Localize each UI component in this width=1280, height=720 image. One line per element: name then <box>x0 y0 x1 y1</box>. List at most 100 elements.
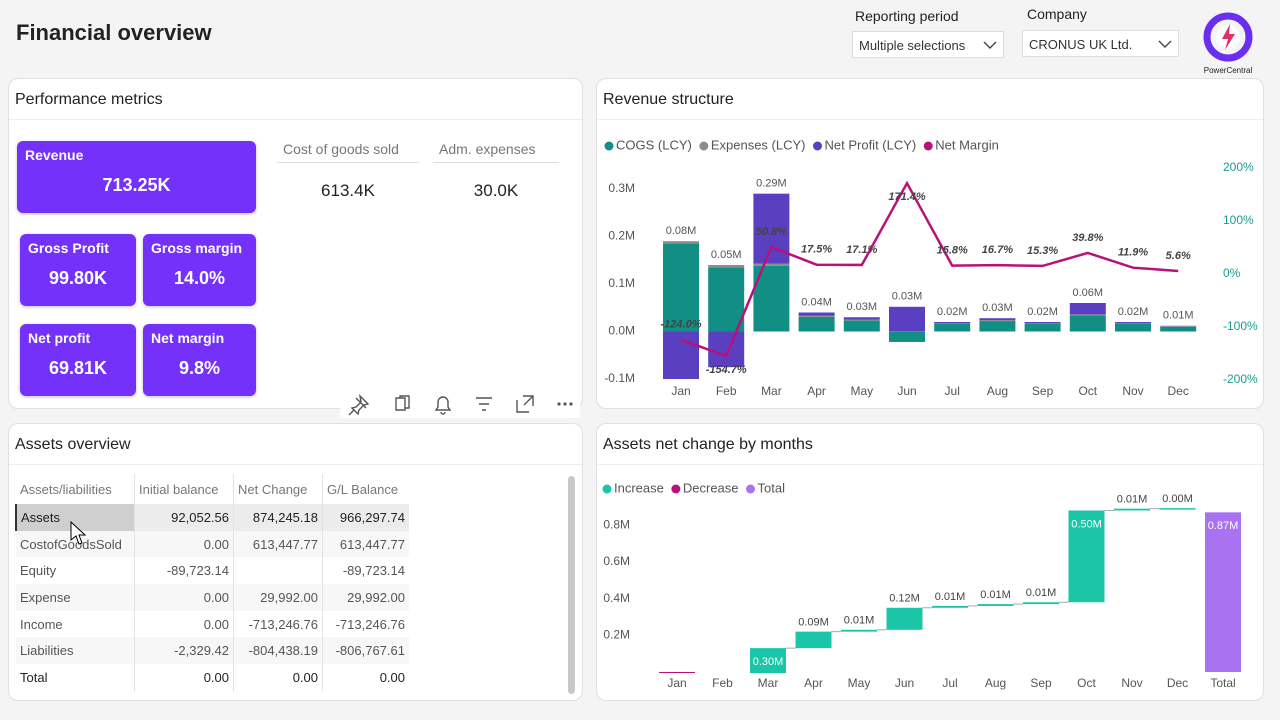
stat-value: 613.4K <box>321 181 375 200</box>
cell-value: -89,723.14 <box>134 557 234 585</box>
bar-segment <box>663 241 699 244</box>
y-tick-label: -0.1M <box>604 371 635 385</box>
data-label: -154.7% <box>706 364 747 376</box>
toolbar-bg <box>340 392 580 418</box>
chevron <box>1158 40 1172 48</box>
net-change-card: Assets net change by months Increase Decr… <box>596 423 1264 701</box>
data-label: 17.1% <box>846 244 877 256</box>
y-tick-label: 0.6M <box>603 554 630 568</box>
bar-segment <box>708 267 745 332</box>
bar-segment <box>843 317 880 320</box>
filter-value: Multiple selections <box>859 38 966 53</box>
x-tick-label: Sep <box>1032 384 1054 398</box>
x-tick-label: Mar <box>761 384 782 398</box>
bar-segment <box>1069 314 1106 316</box>
legend-swatch <box>602 484 612 494</box>
legend-label: Decrease <box>683 480 739 495</box>
card-title: Assets overview <box>15 436 131 453</box>
mouse-cursor <box>70 521 87 545</box>
kpi-value: 69.81K <box>48 358 108 378</box>
legend-label: Total <box>758 480 786 495</box>
cell-label: Expense <box>20 589 71 605</box>
legend-swatch <box>604 141 614 151</box>
y2-tick-label: 100% <box>1223 213 1254 227</box>
filter-label: Reporting period <box>855 8 959 24</box>
filter-label: Company <box>1027 6 1087 22</box>
bar-segment <box>1115 322 1151 323</box>
bar-segment <box>934 322 971 324</box>
filter-dropdown[interactable]: CRONUS UK Ltd. <box>1022 30 1179 57</box>
bar-segment <box>1069 302 1106 315</box>
table-row: Liabilities -2,329.42 -804,438.19 -806,767.… <box>16 637 409 665</box>
kpi-value: 9.8% <box>178 358 221 378</box>
total-label: 0.05M <box>711 249 742 261</box>
y-tick-label: 0.8M <box>603 517 630 531</box>
data-label: 39.8% <box>1072 232 1103 244</box>
cell-value <box>233 557 323 585</box>
kpi-value: 713.25K <box>102 175 171 195</box>
y-tick-label: 0.1M <box>608 276 635 290</box>
assets-table: Assets/liabilities Initial balance Net Cha… <box>15 474 409 691</box>
table-row: Income 0.00 -713,246.76 -713,246.76 <box>16 610 409 638</box>
filter-value: CRONUS UK Ltd. <box>1029 37 1133 52</box>
cell-value: 613,447.77 <box>322 530 409 558</box>
total-label: 0.03M <box>982 302 1013 314</box>
cell-label: CostofGoodsSold <box>20 536 122 552</box>
x-tick-label: Total <box>1210 676 1235 690</box>
filter-icon[interactable] <box>476 397 492 411</box>
total-label: 0.01M <box>1163 310 1194 322</box>
cell-value: 29,992.00 <box>233 584 323 611</box>
legend-swatch <box>746 484 756 494</box>
scrollbar[interactable] <box>568 476 575 694</box>
cell-value: 874,245.18 <box>233 504 323 531</box>
cell-value: 0.00 <box>134 610 234 638</box>
total-label: 0.02M <box>1027 306 1058 318</box>
data-label: 16.7% <box>982 244 1013 256</box>
bar-segment <box>798 312 835 316</box>
table-row: CostofGoodsSold 0.00 613,447.77 613,447.77 <box>16 530 409 558</box>
legend-swatch <box>813 141 822 151</box>
bar <box>1159 508 1196 510</box>
bar <box>1205 512 1241 672</box>
legend-label: Increase <box>614 480 664 495</box>
bar-segment <box>1024 323 1061 332</box>
stat-label: Cost of goods sold <box>277 141 419 163</box>
x-tick-label: Mar <box>758 676 779 690</box>
legend-label: COGS (LCY) <box>616 137 692 152</box>
bar <box>1068 510 1105 603</box>
more-icon[interactable] <box>557 402 573 406</box>
focus-icon[interactable] <box>516 395 534 413</box>
bar-segment <box>753 263 790 266</box>
page-title: Financial overview <box>16 20 212 45</box>
kpi-tile: Net profit 69.81K <box>20 324 136 396</box>
x-tick-label: Aug <box>987 384 1008 398</box>
y-tick-label: 0.0M <box>608 324 635 338</box>
revenue-card: Revenue structure COGS (LCY) Expenses (LC… <box>596 78 1264 409</box>
alert-icon[interactable] <box>434 396 452 415</box>
data-label: 0.01M <box>844 615 875 627</box>
cell-value: 92,052.56 <box>134 504 234 531</box>
data-label: -124.0% <box>661 319 702 331</box>
cell-label: Income <box>20 616 63 632</box>
cell-value: 0.00 <box>134 584 234 611</box>
cell-value: -713,246.76 <box>322 610 409 638</box>
data-label: 0.09M <box>798 617 829 629</box>
bar-segment <box>1160 326 1197 332</box>
data-label: 17.5% <box>801 244 832 256</box>
bar <box>932 605 968 608</box>
separator <box>9 119 582 120</box>
total-label: 0.03M <box>892 291 923 303</box>
bar-segment <box>708 264 745 268</box>
total-label: 0.08M <box>666 225 697 237</box>
card-title: Assets net change by months <box>603 436 813 453</box>
legend-swatch <box>671 484 681 494</box>
copy-icon[interactable] <box>395 395 410 411</box>
filter-dropdown[interactable]: Multiple selections <box>852 31 1004 58</box>
header-row: Assets/liabilities Initial balance Net Cha… <box>16 474 409 504</box>
bar-segment <box>708 331 745 368</box>
pin-icon[interactable] <box>348 393 370 416</box>
separator <box>9 464 582 465</box>
stat-label: Adm. expenses <box>433 141 559 163</box>
kpi-label: Revenue <box>25 147 84 163</box>
bar-segment <box>843 320 880 332</box>
